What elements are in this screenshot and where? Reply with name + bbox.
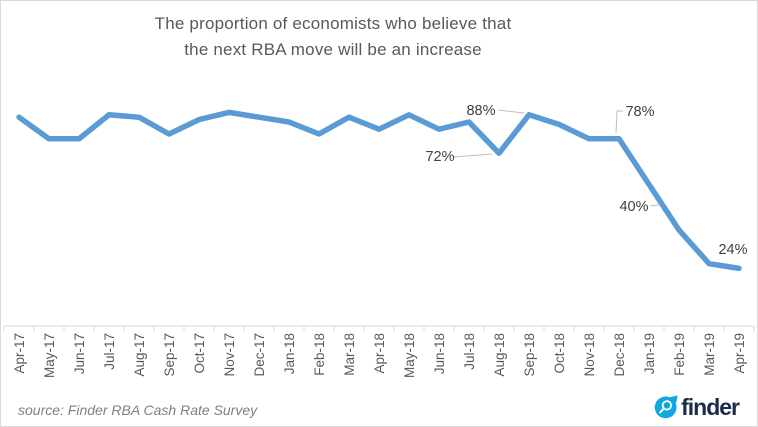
- x-axis-label: Mar-18: [342, 333, 357, 376]
- leader-line: [497, 109, 525, 114]
- x-axis-label: Dec-18: [612, 333, 627, 377]
- x-axis-label: Nov-17: [222, 333, 237, 377]
- x-axis-label: Dec-17: [252, 333, 267, 377]
- leader-line: [649, 204, 660, 207]
- x-axis-label: Apr-17: [12, 333, 27, 374]
- data-label: 88%: [466, 103, 495, 119]
- data-label: 78%: [625, 104, 654, 120]
- x-axis-label: Jan-18: [282, 333, 297, 374]
- x-axis-label: Oct-17: [192, 333, 207, 374]
- x-axis-label: Feb-18: [312, 333, 327, 376]
- magnifier-speech-bubble-icon: [654, 395, 678, 419]
- x-axis-label: Jun-17: [72, 333, 87, 374]
- x-axis-label: Sep-17: [162, 333, 177, 377]
- source-caption: source: Finder RBA Cash Rate Survey: [18, 402, 258, 418]
- x-axis-label: Sep-18: [522, 333, 537, 377]
- x-axis-label: Jan-19: [642, 333, 657, 374]
- x-axis-label: Apr-19: [732, 333, 747, 374]
- x-axis-label: Aug-17: [132, 333, 147, 377]
- x-axis-label: Aug-18: [492, 333, 507, 377]
- data-label: 72%: [425, 149, 454, 165]
- chart-title-line1: The proportion of economists who believe…: [154, 14, 512, 33]
- finder-logo-text: finder: [681, 394, 740, 420]
- leader-line: [615, 110, 623, 134]
- x-axis-label: Feb-19: [672, 333, 687, 376]
- x-axis-label: Jul-18: [462, 333, 477, 370]
- data-label: 24%: [718, 242, 747, 258]
- x-axis-label: Mar-19: [702, 333, 717, 376]
- leader-line: [453, 153, 493, 158]
- x-axis-label: Jul-17: [102, 333, 117, 370]
- trend-line: [16, 109, 742, 272]
- chart-title-line2: the next RBA move will be an increase: [184, 40, 482, 59]
- chart-title: The proportion of economists who believe…: [1, 11, 711, 63]
- x-axis-label: Jun-18: [432, 333, 447, 374]
- data-label: 40%: [619, 199, 648, 215]
- x-axis-label: May-17: [42, 333, 57, 378]
- finder-logo: finder: [654, 394, 740, 420]
- x-axis-label: Apr-18: [372, 333, 387, 374]
- x-axis-label: Nov-18: [582, 333, 597, 377]
- x-axis-label: May-18: [402, 333, 417, 378]
- x-axis-label: Oct-18: [552, 333, 567, 374]
